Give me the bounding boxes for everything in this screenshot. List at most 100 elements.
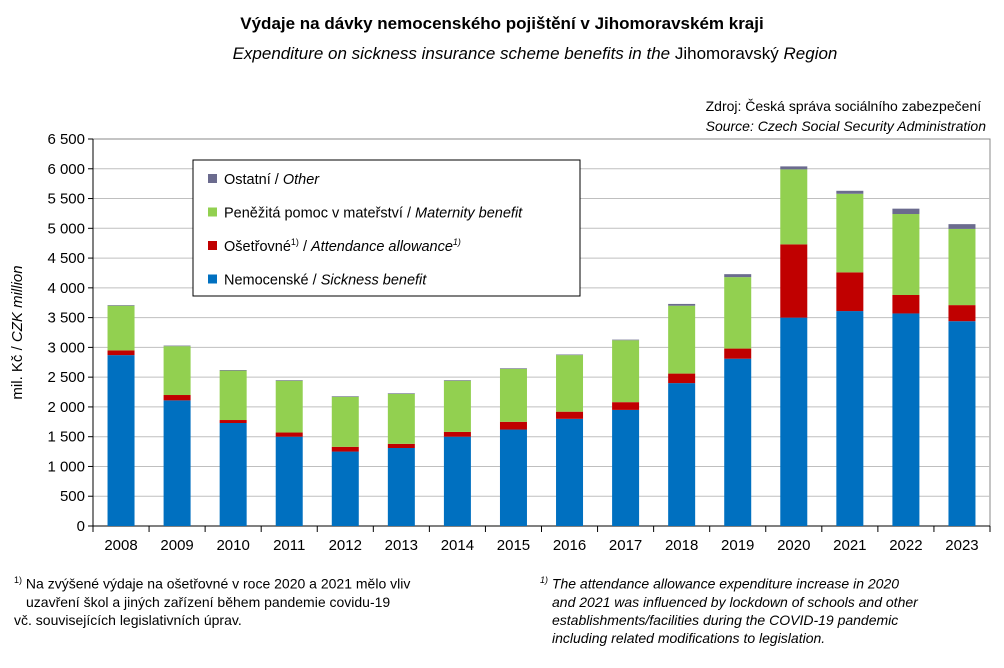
source-note: Zdroj: Česká správa sociálního zabezpeče… <box>706 96 986 136</box>
footnote-en-line4: including related modifications to legis… <box>552 629 826 646</box>
y-tick-label: 500 <box>60 488 85 505</box>
bar-attendance-2021 <box>836 272 864 312</box>
bar-maternity-2019 <box>724 277 752 349</box>
bar-other-2019 <box>724 274 752 278</box>
footnote-en-mark: 1) <box>540 575 549 585</box>
y-tick-label: 0 <box>77 518 85 535</box>
y-tick-label: 2 500 <box>47 369 85 386</box>
footnote-en-line3: establishments/facilities during the COV… <box>552 611 899 628</box>
bar-maternity-2010 <box>219 370 247 421</box>
bar-sickness-2012 <box>331 451 359 526</box>
bar-other-2018 <box>668 303 696 306</box>
footnote-cz-line1: Na zvýšené výdaje na ošetřovné v roce 20… <box>25 575 411 592</box>
bar-other-2013 <box>387 393 415 394</box>
bar-attendance-2014 <box>443 431 471 437</box>
x-tick-label: 2017 <box>609 537 642 554</box>
legend-swatch-attendance <box>208 241 217 250</box>
legend-swatch-other <box>208 174 217 183</box>
x-tick-label: 2008 <box>104 537 137 554</box>
y-tick-label: 6 500 <box>47 131 85 148</box>
footnote-cz: 1) Na zvýšené výdaje na ošetřovné v roce… <box>14 571 484 629</box>
x-tick-label: 2014 <box>441 537 474 554</box>
bar-attendance-2022 <box>892 294 920 314</box>
x-tick-label: 2013 <box>385 537 418 554</box>
bar-attendance-2013 <box>387 443 415 449</box>
x-tick-label: 2019 <box>721 537 754 554</box>
bar-attendance-2019 <box>724 348 752 359</box>
x-tick-label: 2012 <box>329 537 362 554</box>
legend-label-en: Sickness benefit <box>321 273 428 289</box>
bar-other-2023 <box>948 224 976 229</box>
bar-maternity-2011 <box>275 380 303 433</box>
source-cz: Zdroj: Česká správa sociálního zabezpeče… <box>705 98 982 114</box>
bar-sickness-2010 <box>219 422 247 526</box>
bar-maternity-2013 <box>387 393 415 444</box>
bar-maternity-2018 <box>668 305 696 374</box>
footnote-cz-line2: uzavření škol a jiných zařízení během pa… <box>26 593 391 610</box>
legend-label-en: Other <box>283 172 320 188</box>
legend-entry-maternity: Peněžitá pomoc v mateřství / Maternity b… <box>224 206 523 222</box>
bar-sickness-2014 <box>443 436 471 526</box>
bar-attendance-2008 <box>107 350 135 356</box>
legend-separator: / <box>299 239 311 255</box>
bar-attendance-2018 <box>668 373 696 384</box>
bar-attendance-2011 <box>275 432 303 437</box>
x-tick-label: 2022 <box>889 537 922 554</box>
x-tick-label: 2020 <box>777 537 810 554</box>
bar-maternity-2009 <box>163 346 191 396</box>
legend-entry-attendance: Ošetřovné1) / Attendance allowance1) <box>224 237 461 255</box>
legend-swatch-maternity <box>208 207 217 217</box>
bar-maternity-2016 <box>556 355 584 412</box>
x-tick-label: 2023 <box>945 537 978 554</box>
bar-other-2022 <box>892 208 920 215</box>
bar-sickness-2018 <box>668 383 696 526</box>
bar-attendance-2010 <box>219 420 247 423</box>
bar-sickness-2022 <box>892 313 920 526</box>
footnote-en-line1: The attendance allowance expenditure inc… <box>551 575 900 592</box>
bar-maternity-2015 <box>499 368 527 422</box>
bar-maternity-2021 <box>836 193 864 273</box>
y-tick-label: 5 500 <box>47 191 85 208</box>
bar-attendance-2017 <box>612 402 640 410</box>
bar-other-2016 <box>556 354 584 356</box>
bar-attendance-2009 <box>163 395 191 401</box>
subtitle-suffix: Region <box>783 44 838 63</box>
bar-attendance-2012 <box>331 446 359 452</box>
x-tick-label: 2009 <box>160 537 193 554</box>
bar-maternity-2012 <box>331 396 359 447</box>
bar-maternity-2008 <box>107 305 135 351</box>
x-tick-label: 2021 <box>833 537 866 554</box>
bar-sickness-2021 <box>836 311 864 526</box>
source-en: Source: Czech Social Security Administra… <box>705 118 986 134</box>
bar-attendance-2023 <box>948 305 976 322</box>
bar-other-2012 <box>331 396 359 397</box>
y-axis-label-cz: mil. Kč / <box>9 342 26 400</box>
bar-sickness-2011 <box>275 436 303 526</box>
x-tick-label: 2015 <box>497 537 530 554</box>
bar-maternity-2017 <box>612 340 640 403</box>
bar-sickness-2017 <box>612 409 640 526</box>
footnote-cz-mark: 1) <box>14 575 23 585</box>
y-tick-label: 5 000 <box>47 220 85 237</box>
y-tick-label: 2 000 <box>47 399 85 416</box>
y-tick-label: 6 000 <box>47 161 85 178</box>
legend-separator: / <box>403 206 415 222</box>
bar-other-2015 <box>499 368 527 369</box>
bar-other-2008 <box>107 305 135 306</box>
legend-separator: / <box>271 172 283 188</box>
legend-label-cz: Nemocenské <box>224 273 309 289</box>
y-tick-label: 4 000 <box>47 280 85 297</box>
legend-entry-sickness: Nemocenské / Sickness benefit <box>224 273 427 289</box>
legend-label-cz: Peněžitá pomoc v mateřství <box>224 206 403 222</box>
y-tick-label: 1 000 <box>47 458 85 475</box>
bar-maternity-2014 <box>443 380 471 432</box>
bar-maternity-2020 <box>780 169 808 245</box>
footnote-en: 1) The attendance allowance expenditure … <box>540 571 985 647</box>
bar-attendance-2015 <box>499 421 527 430</box>
chart-subtitle: Expenditure on sickness insurance scheme… <box>0 44 1004 64</box>
bar-other-2010 <box>219 370 247 371</box>
legend-footnote-mark: 1) <box>291 237 299 247</box>
x-tick-label: 2016 <box>553 537 586 554</box>
legend-label-cz: Ostatní <box>224 172 271 188</box>
y-tick-label: 3 000 <box>47 339 85 356</box>
